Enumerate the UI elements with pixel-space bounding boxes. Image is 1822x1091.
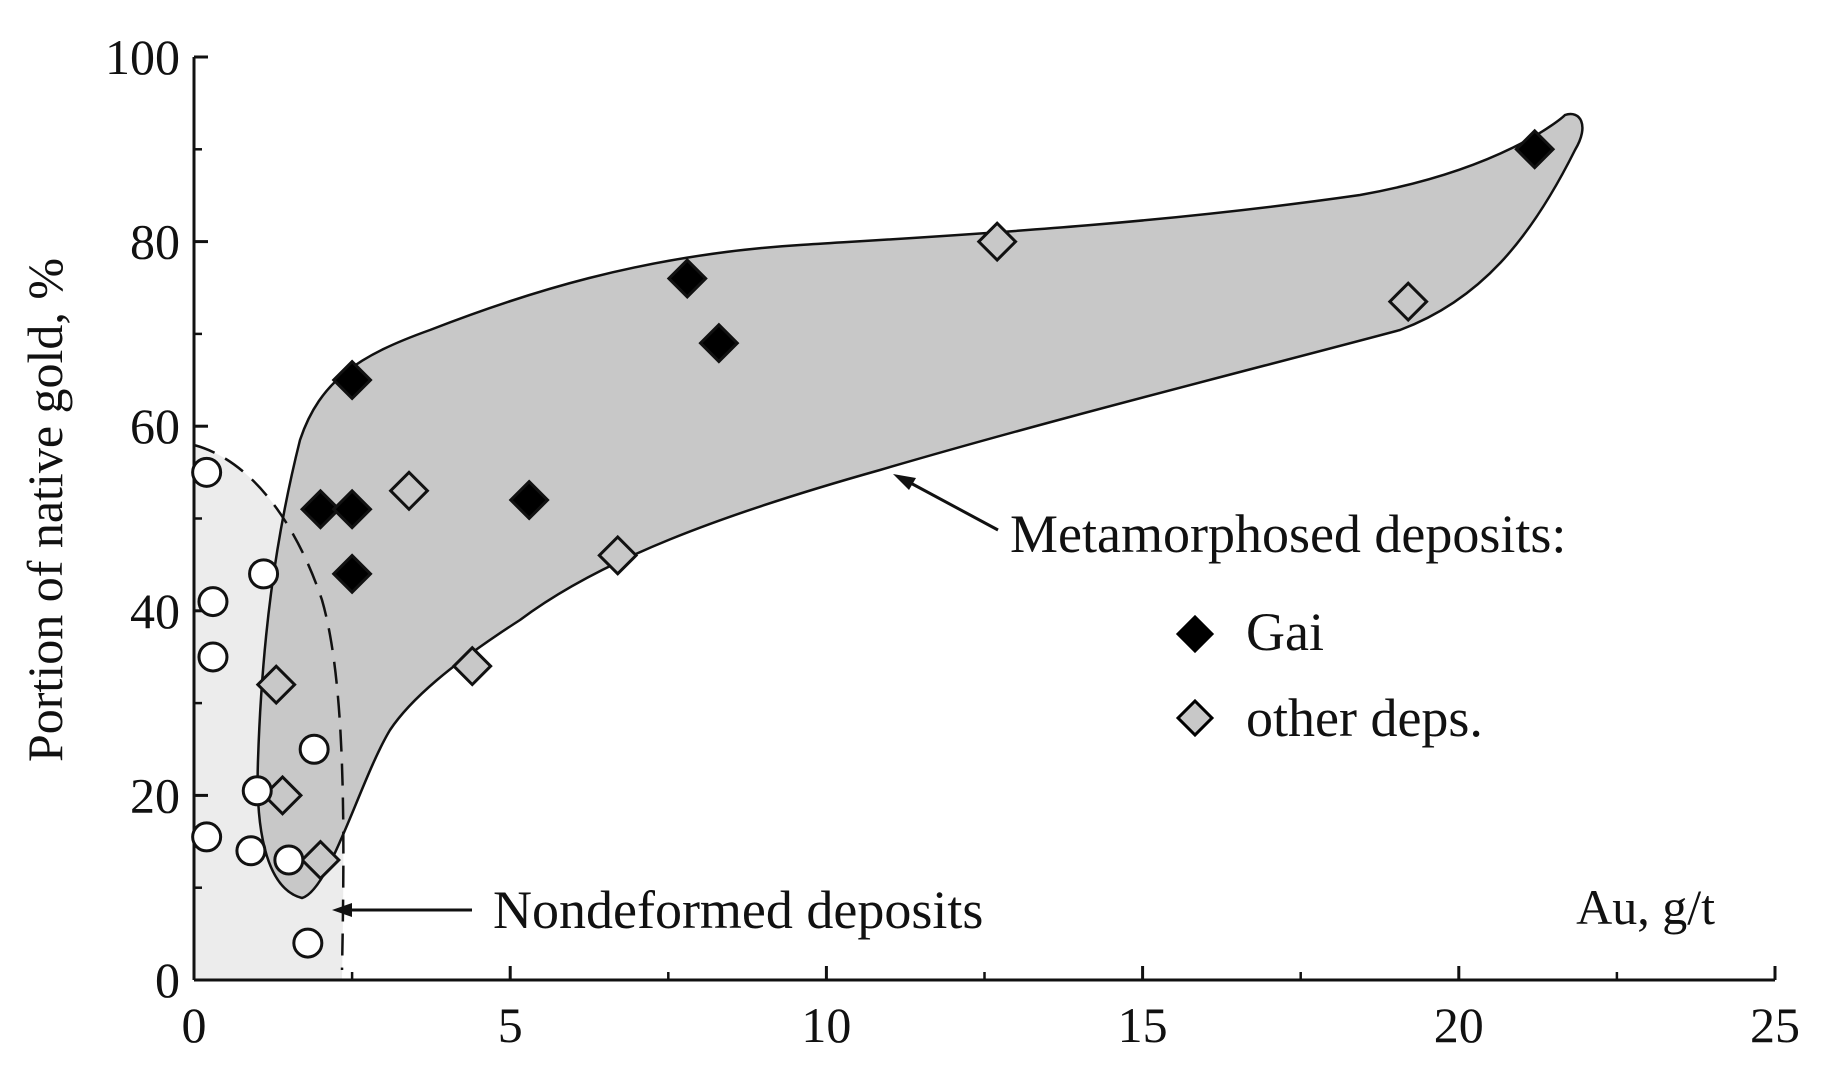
data-point-other (299, 839, 341, 881)
data-point-circle (273, 844, 305, 876)
metamorphosed-region (256, 112, 1584, 900)
data-point-other (597, 534, 639, 576)
data-point-gai (331, 553, 373, 595)
data-point-circle (298, 733, 330, 765)
points-layer (191, 128, 1556, 959)
x-tick-label: 25 (1750, 997, 1800, 1053)
metamorphosed-arrowhead (893, 474, 916, 490)
data-point-other (255, 664, 297, 706)
legend: Gai other deps. (1175, 602, 1483, 748)
y-tick-label: 20 (130, 767, 180, 823)
data-point-circle (241, 775, 273, 807)
regions-layer (193, 112, 1584, 980)
data-point-circle (292, 927, 324, 959)
legend-marker-other (1175, 698, 1215, 738)
data-point-gai (331, 359, 373, 401)
y-tick-label: 80 (130, 214, 180, 270)
y-tick-label: 100 (105, 29, 180, 85)
data-point-other (262, 774, 304, 816)
data-point-circle (197, 586, 229, 618)
data-point-circle (248, 558, 280, 590)
data-point-circle (191, 821, 223, 853)
x-tick-label: 20 (1434, 997, 1484, 1053)
nondeformed-annotation: Nondeformed deposits (493, 880, 983, 940)
data-point-other (976, 221, 1018, 263)
nondeformed-boundary (193, 443, 345, 971)
x-tick-label: 15 (1118, 997, 1168, 1053)
legend-marker-gai (1175, 614, 1215, 654)
x-axis-label: Au, g/t (1576, 879, 1715, 935)
data-point-other (451, 645, 493, 687)
y-tick-label: 40 (130, 583, 180, 639)
y-axis-label: Portion of native gold, % (17, 258, 73, 762)
data-point-circle (197, 641, 229, 673)
y-tick-label: 60 (130, 398, 180, 454)
data-point-gai (299, 488, 341, 530)
labels-layer: Portion of native gold, % Au, g/t Metamo… (17, 258, 1715, 940)
y-tick-label: 0 (155, 952, 180, 1008)
data-point-circle (191, 456, 223, 488)
legend-label-other: other deps. (1246, 688, 1483, 748)
x-tick-label: 0 (182, 997, 207, 1053)
data-point-circle (235, 835, 267, 867)
data-point-other (388, 470, 430, 512)
legend-label-gai: Gai (1246, 602, 1324, 662)
data-point-gai (698, 322, 740, 364)
nondeformed-arrowhead (332, 903, 352, 917)
data-point-gai (331, 488, 373, 530)
metamorphosed-arrow-line (904, 478, 999, 532)
metamorphosed-annotation: Metamorphosed deposits: (1010, 504, 1566, 564)
data-point-gai (666, 258, 708, 300)
axes-layer: 0 5 10 15 20 25 0 20 40 60 80 100 (105, 29, 1800, 1053)
data-point-other (1387, 281, 1429, 323)
x-tick-label: 10 (801, 997, 851, 1053)
data-point-gai (508, 479, 550, 521)
data-point-gai (1514, 128, 1556, 170)
x-tick-label: 5 (498, 997, 523, 1053)
